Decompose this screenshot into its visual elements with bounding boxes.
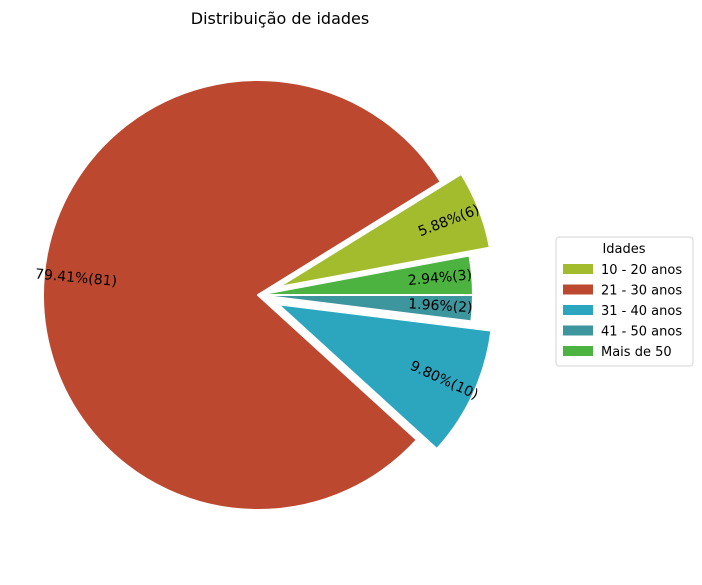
legend-label-31-40-anos: 31 - 40 anos bbox=[601, 304, 682, 319]
legend-label-mais-de-50: Mais de 50 bbox=[601, 345, 672, 360]
legend-swatch-31-40-anos bbox=[563, 305, 593, 315]
legend-title: Idades bbox=[602, 242, 645, 257]
legend-swatch-mais-de-50 bbox=[563, 346, 593, 356]
legend-label-41-50-anos: 41 - 50 anos bbox=[601, 325, 682, 340]
pie-slice-31-40-anos bbox=[276, 303, 493, 451]
slice-label-mais-de-50: 2.94%(3) bbox=[407, 267, 473, 289]
legend-items: 10 - 20 anos 21 - 30 anos 31 - 40 anos 41 -… bbox=[563, 263, 682, 360]
legend: Idades 10 - 20 anos 21 - 30 anos 31 - 40 a… bbox=[555, 236, 694, 367]
slice-label-21-30-anos: 79.41%(81) bbox=[34, 266, 117, 290]
pie-slice-41-50-anos bbox=[257, 294, 474, 323]
chart-title: Distribuição de idades bbox=[191, 9, 369, 28]
slice-label-41-50-anos: 1.96%(2) bbox=[408, 296, 473, 316]
pie-slice-10-20-anos bbox=[277, 172, 491, 289]
legend-swatch-10-20-anos bbox=[563, 264, 593, 274]
pie-slice-21-30-anos bbox=[42, 79, 442, 511]
legend-label-21-30-anos: 21 - 30 anos bbox=[601, 284, 682, 299]
legend-swatch-21-30-anos bbox=[563, 284, 593, 295]
pie-slices bbox=[42, 79, 493, 511]
legend-label-10-20-anos: 10 - 20 anos bbox=[601, 263, 682, 278]
legend-swatch-41-50-anos bbox=[563, 325, 593, 336]
